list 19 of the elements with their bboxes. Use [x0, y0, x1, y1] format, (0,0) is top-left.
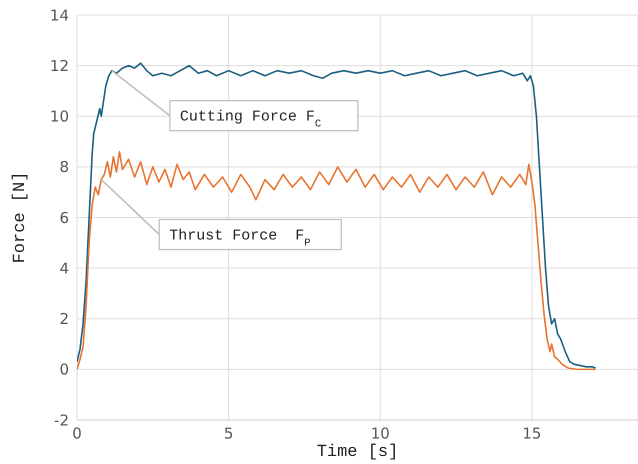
- y-tick-label: 6: [59, 208, 69, 227]
- y-tick-label: 8: [59, 158, 69, 176]
- y-tick-label: 12: [50, 56, 69, 75]
- y-tick-label: 0: [59, 360, 69, 379]
- x-tick-label: 10: [370, 424, 390, 443]
- text: Cutting Force F$_{C}$: [180, 108, 322, 131]
- y-tick-label: 14: [50, 6, 69, 24]
- text: Thrust Force F$_{P}$: [169, 228, 311, 250]
- x-tick-label: 0: [72, 424, 82, 443]
- y-tick-label: 2: [59, 310, 69, 328]
- y-tick-label: 10: [50, 108, 69, 126]
- y-axis-title: Force [N]: [11, 172, 30, 264]
- y-tick-label: -2: [54, 411, 69, 430]
- x-tick-label: 5: [224, 424, 234, 443]
- y-tick-label: 4: [59, 259, 69, 278]
- line-series: [77, 62, 596, 369]
- x-axis-title: Time [s]: [316, 443, 398, 462]
- x-tick-label: 15: [522, 424, 542, 443]
- line-series: [77, 150, 596, 370]
